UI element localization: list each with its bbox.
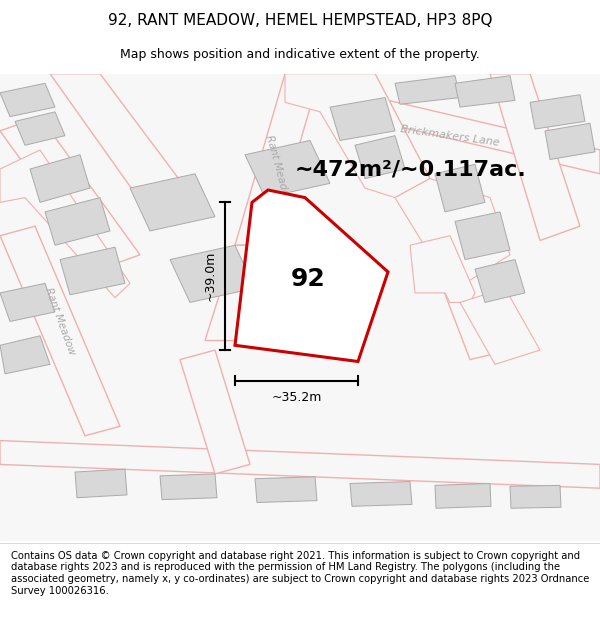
Polygon shape [0, 117, 140, 269]
Polygon shape [160, 474, 217, 499]
Text: 92, RANT MEADOW, HEMEL HEMPSTEAD, HP3 8PQ: 92, RANT MEADOW, HEMEL HEMPSTEAD, HP3 8P… [108, 13, 492, 28]
Polygon shape [435, 484, 491, 508]
Polygon shape [205, 245, 270, 341]
Text: ~39.0m: ~39.0m [203, 251, 217, 301]
Polygon shape [180, 350, 250, 474]
Polygon shape [0, 226, 120, 436]
Text: ~35.2m: ~35.2m [271, 391, 322, 404]
Polygon shape [45, 198, 110, 245]
Polygon shape [235, 74, 320, 245]
Polygon shape [545, 123, 595, 159]
Text: Brickmakers Lane: Brickmakers Lane [400, 124, 500, 148]
Text: Map shows position and indicative extent of the property.: Map shows position and indicative extent… [120, 48, 480, 61]
Polygon shape [455, 76, 515, 107]
Polygon shape [490, 74, 580, 241]
Polygon shape [75, 469, 127, 498]
Polygon shape [430, 245, 510, 359]
Polygon shape [395, 76, 460, 104]
Polygon shape [30, 155, 90, 202]
Polygon shape [0, 150, 130, 298]
Polygon shape [255, 477, 317, 502]
Polygon shape [15, 112, 65, 145]
Polygon shape [435, 164, 485, 212]
Polygon shape [285, 74, 430, 198]
Polygon shape [170, 245, 255, 302]
Text: Rant Meadow: Rant Meadow [43, 286, 77, 356]
Text: Contains OS data © Crown copyright and database right 2021. This information is : Contains OS data © Crown copyright and d… [11, 551, 589, 596]
Polygon shape [50, 74, 200, 221]
Polygon shape [295, 79, 600, 174]
Polygon shape [475, 259, 525, 302]
Polygon shape [330, 98, 395, 141]
Polygon shape [335, 74, 430, 193]
Polygon shape [350, 481, 412, 506]
Polygon shape [530, 95, 585, 129]
Polygon shape [510, 486, 561, 508]
Text: Rant Meadow: Rant Meadow [264, 134, 292, 204]
Polygon shape [0, 283, 55, 321]
Polygon shape [130, 174, 215, 231]
Polygon shape [460, 288, 540, 364]
Polygon shape [410, 236, 475, 302]
Polygon shape [0, 83, 55, 117]
Text: 92: 92 [290, 267, 325, 291]
Polygon shape [0, 441, 600, 488]
Polygon shape [395, 179, 510, 283]
Polygon shape [355, 136, 405, 179]
Text: ~472m²/~0.117ac.: ~472m²/~0.117ac. [295, 159, 527, 179]
Polygon shape [455, 212, 510, 259]
Polygon shape [235, 190, 388, 361]
Polygon shape [245, 141, 330, 198]
Polygon shape [0, 336, 50, 374]
Polygon shape [60, 247, 125, 295]
